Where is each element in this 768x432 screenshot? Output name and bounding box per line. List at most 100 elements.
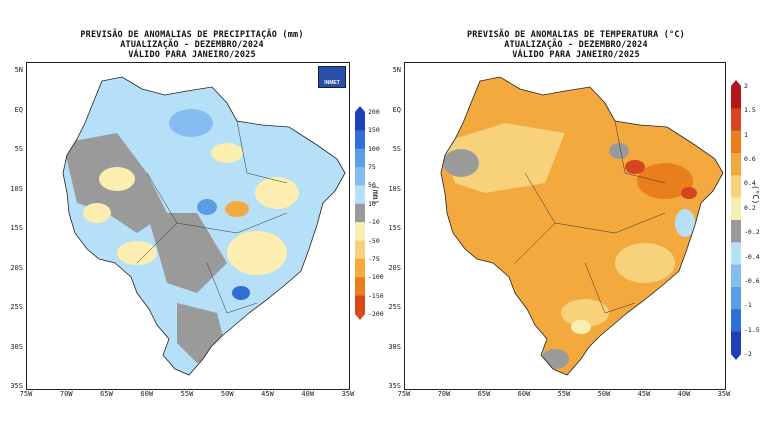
colorbar-tick-label: 100 [368,144,380,153]
colorbar-segment [731,220,741,243]
colorbar-segment [731,331,741,355]
lon-label: 50W [220,390,234,398]
lon-label: 45W [637,390,651,398]
temp-title-line-3: VÁLIDO PARA JANEIRO/2025 [512,50,640,60]
precip-title-line-1: PREVISÃO DE ANOMALIAS DE PRECIPITAÇÃO (m… [80,30,304,40]
lat-label: 10S [388,184,401,193]
colorbar-tick-label: 2 [744,82,748,90]
colorbar-top-arrow [355,106,365,112]
temp-title-line-2: ATUALIZAÇÃO - DEZEMBRO/2024 [504,40,648,50]
colorbar-bottom-arrow [355,314,365,320]
colorbar-tick-label: 75 [368,163,376,172]
lon-label: 50W [597,390,611,398]
precipitation-map: INMET [26,62,350,390]
colorbar-bottom-arrow [731,354,741,360]
colorbar-tick-label: 50 [368,181,376,190]
colorbar-tick-label: 1 [744,130,748,139]
colorbar-tick-label: 200 [368,108,380,116]
lon-label: 55W [180,390,194,398]
lon-label: 45W [261,390,274,398]
colorbar-tick-label: -2 [744,350,752,358]
lon-label: 65W [100,390,113,398]
colorbar-tick-label: -100 [368,273,384,282]
lon-label: 75W [397,390,411,398]
colorbar-segment [731,153,741,176]
lon-label: 70W [59,390,73,398]
lon-label: 65W [477,390,491,398]
colorbar-segment [731,130,741,154]
lat-label: 5N [14,66,23,74]
lat-label: 30S [388,342,401,351]
colorbar-tick-label: -1.5 [744,325,760,334]
colorbar-segment [355,222,365,242]
colorbar-segment [355,258,365,278]
colorbar-tick-label: 0.4 [744,179,756,188]
lon-label: 40W [677,390,691,398]
colorbar-segment [355,277,365,297]
lon-label: 55W [557,390,571,398]
lon-label: 60W [517,390,531,398]
colorbar-tick-label: -0.2 [744,228,760,237]
lon-label: 60W [140,390,154,398]
lat-label: 20S [10,263,23,272]
temperature-panel: PREVISÃO DE ANOMALIAS DE TEMPERATURA (°C… [384,0,768,432]
lat-label: 10S [10,184,23,193]
precip-title-line-2: ATUALIZAÇÃO - DEZEMBRO/2024 [120,40,264,50]
inmet-logo-text: INMET [324,80,340,86]
colorbar-tick-label: -50 [368,236,380,245]
temperature-map [404,62,726,390]
lat-label: 15S [388,224,401,232]
colorbar-tick-label: 0.6 [744,155,756,164]
colorbar-segment [731,86,741,109]
colorbar-segment [731,197,741,221]
colorbar-tick-label: 0.2 [744,203,756,212]
lat-label: 30S [10,342,23,351]
colorbar-segment [731,264,741,288]
temp-title-line-1: PREVISÃO DE ANOMALIAS DE TEMPERATURA (°C… [466,30,685,40]
colorbar-tick-label: -200 [368,310,384,318]
lon-label: 35W [341,390,355,398]
lon-label: 35W [717,390,731,398]
lat-label: 5S [392,145,401,153]
lat-label: EQ [392,105,401,114]
colorbar-tick-label: -75 [368,254,380,263]
colorbar-segment [355,240,365,260]
colorbar-segment [355,112,365,131]
precipitation-panel: PREVISÃO DE ANOMALIAS DE PRECIPITAÇÃO (m… [10,30,384,398]
lat-label: 20S [388,263,401,272]
colorbar-segment [355,295,365,315]
colorbar-segment [355,167,365,186]
colorbar-tick-label: -0.4 [744,252,760,261]
lat-label: 15S [10,224,23,232]
lat-label: 25S [10,303,23,311]
temp-unit-label: (°C) [751,185,760,205]
lat-label: EQ [14,105,23,114]
colorbar-tick-label: -150 [368,291,384,300]
colorbar-segment [731,175,741,199]
lon-label: 70W [437,390,451,398]
lat-label: 5N [392,66,401,74]
colorbar-segment [355,130,365,150]
precip-unit-label: (mm) [371,185,380,205]
lon-label: 75W [19,390,33,398]
colorbar-segment [731,309,741,333]
colorbar-segment [731,287,741,310]
colorbar-segment [355,203,365,223]
lat-label: 35S [10,382,23,390]
lat-label: 5S [14,145,23,153]
colorbar-top-arrow [731,80,741,86]
colorbar-segment [731,242,741,266]
colorbar-tick-label: 150 [368,126,380,135]
colorbar-tick-label: 10 [368,199,376,208]
inmet-logo: INMET [318,66,346,88]
colorbar-segment [355,185,365,205]
colorbar-tick-label: -1 [744,301,752,310]
lat-label: 25S [388,303,401,311]
precip-title-line-3: VÁLIDO PARA JANEIRO/2025 [128,50,256,60]
lat-label: 35S [388,382,401,390]
temp-colorbar [731,80,741,360]
lon-label: 40W [301,390,315,398]
colorbar-segment [731,108,741,132]
colorbar-tick-label: -10 [368,218,380,227]
colorbar-segment [355,148,365,168]
